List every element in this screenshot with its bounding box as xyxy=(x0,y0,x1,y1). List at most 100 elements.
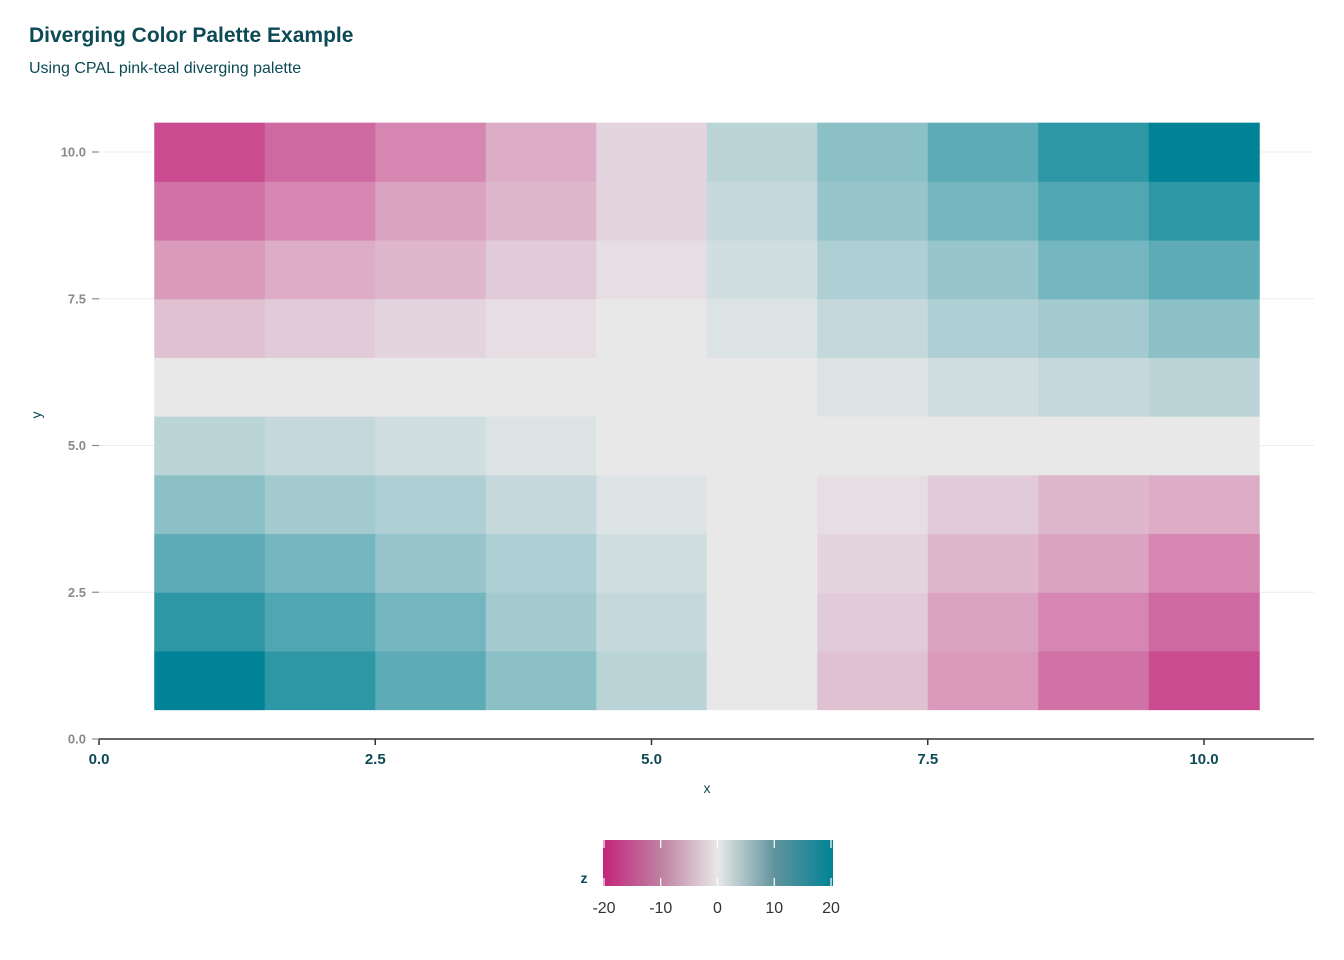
heatmap-cell xyxy=(817,240,929,300)
heatmap-cell xyxy=(375,650,487,711)
heatmap-cell xyxy=(706,122,818,182)
heatmap-cell xyxy=(1038,533,1150,593)
heatmap-cell xyxy=(154,181,266,241)
heatmap-cell xyxy=(817,474,929,535)
x-tick-label: 5.0 xyxy=(641,751,662,768)
heatmap-cell xyxy=(264,357,376,417)
heatmap-cell xyxy=(1148,357,1260,417)
heatmap-cell xyxy=(706,416,818,476)
heatmap-cell xyxy=(596,298,708,358)
heatmap-cell xyxy=(927,416,1039,476)
heatmap-cell xyxy=(927,357,1039,417)
legend-title: z xyxy=(581,870,588,886)
legend-tick-label: -10 xyxy=(649,900,672,917)
heatmap-cell xyxy=(817,122,929,182)
heatmap-cell xyxy=(927,533,1039,593)
heatmap-cell xyxy=(264,122,376,182)
heatmap-cell xyxy=(1038,181,1150,241)
x-tick-label: 0.0 xyxy=(89,751,110,768)
heatmap-cell xyxy=(817,357,929,417)
heatmap-cell xyxy=(154,122,266,182)
legend-tick-label: 10 xyxy=(765,900,783,917)
heatmap-cell xyxy=(1038,474,1150,535)
y-tick-label: 2.5 xyxy=(68,585,86,600)
heatmap-cell xyxy=(485,533,597,593)
heatmap-cell xyxy=(154,298,266,358)
heatmap-cell xyxy=(1038,650,1150,711)
heatmap-cell xyxy=(1148,122,1260,182)
heatmap-cell xyxy=(706,240,818,300)
x-tick-label: 2.5 xyxy=(365,751,386,768)
y-axis-title: y xyxy=(28,412,44,419)
heatmap-cell xyxy=(1038,122,1150,182)
heatmap-cell xyxy=(1038,416,1150,476)
axes: 0.0 2.5 5.0 7.5 10.0 0.0 2.5 5.0 7.5 10.0 xyxy=(61,145,1314,768)
heatmap-cell xyxy=(485,357,597,417)
heatmap-cell xyxy=(706,298,818,358)
heatmap-cell xyxy=(596,357,708,417)
heatmap-cell xyxy=(485,122,597,182)
heatmap-cell xyxy=(1148,181,1260,241)
heatmap-cell xyxy=(485,298,597,358)
heatmap-cell xyxy=(264,650,376,711)
heatmap-cell xyxy=(1148,592,1260,652)
heatmap-cell xyxy=(485,474,597,535)
heatmap-cell xyxy=(375,357,487,417)
heatmap-cell xyxy=(596,650,708,711)
heatmap-cell xyxy=(706,592,818,652)
x-axis-title: x xyxy=(704,780,711,796)
heatmap-cell xyxy=(1038,592,1150,652)
heatmap-cell xyxy=(154,650,266,711)
heatmap-cell xyxy=(154,357,266,417)
heatmap-cell xyxy=(485,416,597,476)
heatmap-cell xyxy=(264,181,376,241)
heatmap-cell xyxy=(154,533,266,593)
heatmap-cell xyxy=(706,533,818,593)
heatmap-cell xyxy=(706,181,818,241)
y-tick-label: 0.0 xyxy=(68,732,86,747)
heatmap-cell xyxy=(596,240,708,300)
heatmap-cell xyxy=(375,122,487,182)
heatmap-cell xyxy=(817,416,929,476)
heatmap-cell xyxy=(375,416,487,476)
heatmap-cell xyxy=(154,592,266,652)
chart-subtitle: Using CPAL pink-teal diverging palette xyxy=(29,60,302,77)
heatmap-cell xyxy=(927,592,1039,652)
heatmap-cell xyxy=(375,181,487,241)
heatmap-cell xyxy=(817,298,929,358)
heatmap-cell xyxy=(1148,533,1260,593)
y-tick-label: 5.0 xyxy=(68,438,86,453)
heatmap-cell xyxy=(927,240,1039,300)
heatmap-cell xyxy=(596,474,708,535)
heatmap-cell xyxy=(375,240,487,300)
heatmap-cell xyxy=(817,533,929,593)
heatmap-cell xyxy=(485,650,597,711)
heatmap-cell xyxy=(596,122,708,182)
heatmap-cell xyxy=(706,474,818,535)
heatmap-cell xyxy=(375,533,487,593)
heatmap-cell xyxy=(1038,357,1150,417)
heatmap-cell xyxy=(485,181,597,241)
heatmap-cell xyxy=(154,474,266,535)
heatmap-cell xyxy=(264,240,376,300)
heatmap-cell xyxy=(264,416,376,476)
x-tick-label: 10.0 xyxy=(1189,751,1218,768)
chart-title: Diverging Color Palette Example xyxy=(29,24,354,47)
heatmap-cell xyxy=(1148,416,1260,476)
heatmap-cell xyxy=(154,416,266,476)
heatmap-cell xyxy=(375,592,487,652)
heatmap-cell xyxy=(927,181,1039,241)
heatmap-cell xyxy=(264,533,376,593)
heatmap-cell xyxy=(1148,650,1260,711)
heatmap-cell xyxy=(1148,298,1260,358)
heatmap-cell xyxy=(1038,240,1150,300)
heatmap-cell xyxy=(596,416,708,476)
heatmap-cell xyxy=(264,592,376,652)
heatmap-cell xyxy=(596,181,708,241)
heatmap-cells xyxy=(154,122,1260,711)
heatmap-cell xyxy=(264,298,376,358)
heatmap-cell xyxy=(375,474,487,535)
heatmap-cell xyxy=(927,298,1039,358)
legend-tick-label: 0 xyxy=(713,900,722,917)
